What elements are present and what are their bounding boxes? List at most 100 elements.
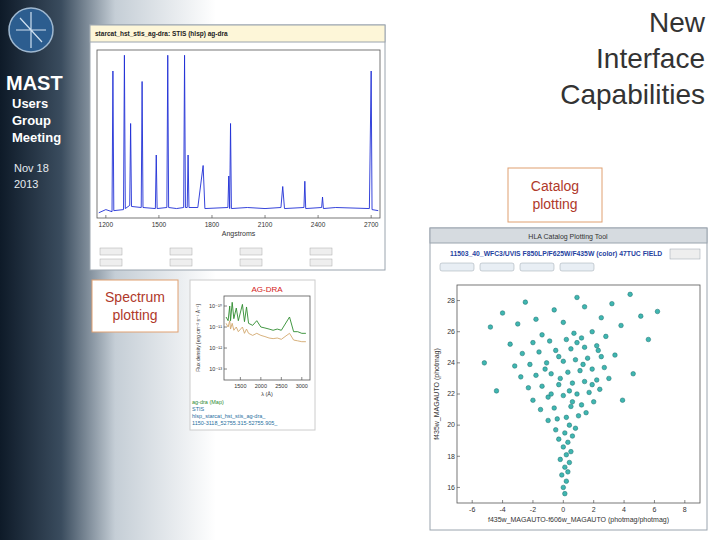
point [599, 315, 604, 320]
help-button[interactable] [670, 249, 700, 259]
window-title: HLA Catalog Plotting Tool [528, 233, 608, 241]
x-tick-label: 1800 [205, 221, 220, 228]
point [564, 452, 569, 457]
spectrum-window: starcat_hst_stis_ag-dra: STIS (hlsp) ag-… [90, 25, 385, 270]
point [582, 379, 587, 384]
background [0, 0, 720, 540]
y-tick-label: 16 [447, 484, 455, 491]
point [567, 460, 572, 465]
caption: ag-dra (Map) [192, 399, 224, 405]
point [579, 336, 584, 341]
slide: MASTUsersGroupMeetingNov 182013NewInterf… [0, 0, 720, 540]
x-tick-label: 3000 [296, 383, 308, 389]
callout-text: plotting [532, 196, 577, 212]
point [573, 357, 578, 362]
y-tick-label: 26 [447, 328, 455, 335]
callout-text: Spectrum [105, 289, 165, 305]
button[interactable] [560, 263, 594, 271]
point [581, 362, 586, 367]
point [556, 354, 561, 359]
x-tick-label: -2 [530, 506, 536, 513]
point [566, 440, 571, 445]
button[interactable] [480, 263, 514, 271]
plot-frame [457, 285, 700, 503]
point [561, 320, 566, 325]
y-tick [224, 306, 227, 307]
point [540, 333, 545, 338]
point [561, 393, 566, 398]
point [607, 376, 612, 381]
y-tick-label: 22 [447, 390, 455, 397]
x-tick-label: 0 [561, 506, 565, 513]
point [564, 415, 569, 420]
point [561, 359, 566, 364]
point [619, 323, 624, 328]
logo-emblem [9, 8, 53, 52]
caption: 1150-3118_52755.315-52755.905_ [192, 420, 278, 426]
point [563, 431, 568, 436]
chart-title: AG-DRA [251, 285, 283, 294]
point [543, 367, 548, 372]
y-tick-label: 24 [447, 359, 455, 366]
point [631, 371, 636, 376]
point [582, 305, 587, 310]
window-header [90, 25, 385, 42]
series-line [99, 55, 378, 213]
x-tick [301, 377, 302, 380]
point [584, 410, 589, 415]
y-tick [457, 456, 460, 457]
y-axis-label: f435w_MAGAUTO (photmag) [433, 348, 441, 440]
point [553, 348, 558, 353]
callout-box [508, 168, 602, 222]
point [590, 367, 595, 372]
point [546, 418, 551, 423]
callout-text: plotting [112, 307, 157, 323]
point [613, 353, 618, 358]
button[interactable] [520, 263, 554, 271]
point [575, 295, 580, 300]
x-tick-label: 1500 [234, 383, 246, 389]
point [537, 350, 542, 355]
point [575, 340, 580, 345]
point [570, 399, 575, 404]
control [170, 259, 192, 266]
y-tick-label: 10⁻¹⁰ [209, 303, 223, 309]
series-line [226, 302, 306, 333]
y-tick-label: 10⁻¹³ [209, 366, 222, 372]
point [563, 465, 568, 470]
point [569, 404, 574, 409]
caption: STIS [192, 406, 205, 412]
control [310, 248, 332, 255]
x-tick [684, 500, 685, 503]
y-tick-label: 28 [447, 297, 455, 304]
point [534, 317, 539, 322]
x-tick [240, 377, 241, 380]
title: Capabilities [560, 79, 705, 110]
x-axis-label: λ (Å) [261, 391, 273, 397]
point [567, 389, 572, 394]
x-tick [211, 215, 212, 218]
callout-box [92, 280, 178, 332]
point [585, 356, 590, 361]
y-tick [457, 487, 460, 488]
point [646, 337, 651, 342]
point [508, 342, 513, 347]
control [310, 259, 332, 266]
title: Interface [596, 43, 705, 74]
x-tick [265, 215, 266, 218]
title: New [649, 7, 706, 38]
point [591, 399, 596, 404]
point [556, 382, 561, 387]
point [628, 292, 633, 297]
y-tick-label: 10⁻¹¹ [209, 324, 222, 330]
point [604, 334, 609, 339]
button[interactable] [440, 263, 474, 271]
point [540, 384, 545, 389]
point [655, 309, 660, 314]
point [578, 368, 583, 373]
point [573, 426, 578, 431]
window-title: starcat_hst_stis_ag-dra: STIS (hlsp) ag-… [95, 30, 228, 38]
point [620, 398, 625, 403]
point [534, 373, 539, 378]
x-tick [281, 377, 282, 380]
